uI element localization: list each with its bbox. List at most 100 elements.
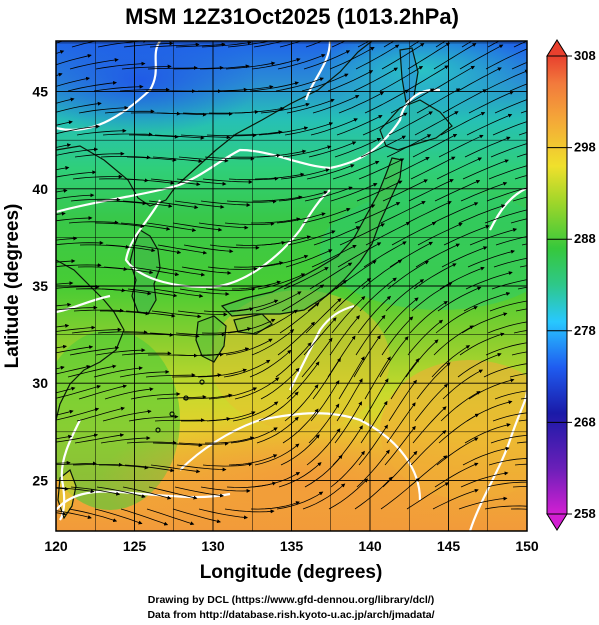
streamline	[388, 379, 417, 422]
streamline	[56, 124, 100, 135]
streamline	[276, 212, 326, 224]
streamline	[313, 226, 361, 246]
colorbar-tick-label: 258	[574, 506, 596, 521]
colorbar-top-arrow	[546, 39, 568, 57]
streamline	[336, 378, 363, 422]
streamline	[353, 335, 381, 378]
streamline	[120, 222, 171, 231]
streamline	[232, 401, 279, 422]
streamline	[56, 166, 70, 171]
streamline	[364, 356, 391, 400]
streamline	[126, 156, 177, 162]
streamline	[303, 50, 351, 70]
streamline	[130, 392, 181, 400]
colorbar-scale	[546, 55, 568, 515]
streamline	[412, 134, 458, 158]
streamline	[150, 178, 201, 187]
streamline	[278, 190, 328, 202]
streamline	[411, 282, 453, 312]
streamline	[365, 222, 411, 246]
streamline	[513, 41, 527, 48]
streamline	[287, 230, 336, 246]
streamline	[388, 111, 433, 136]
streamline	[56, 364, 91, 375]
y-tick-label: 40	[32, 181, 48, 197]
streamline	[155, 266, 206, 277]
streamline	[442, 89, 487, 114]
streamline	[56, 510, 92, 520]
streamline	[176, 178, 227, 186]
streamline	[282, 408, 319, 444]
streamline	[93, 366, 143, 378]
streamline	[256, 149, 307, 158]
streamline	[409, 300, 448, 334]
streamline	[468, 91, 514, 114]
streamline	[305, 41, 323, 48]
streamline	[284, 122, 334, 136]
streamline	[56, 236, 78, 241]
streamline	[409, 41, 421, 48]
streamline	[146, 222, 197, 232]
streamline	[306, 428, 341, 466]
streamline	[56, 76, 90, 87]
streamline	[56, 433, 99, 443]
streamline	[78, 105, 129, 114]
streamline	[353, 67, 398, 92]
streamline	[183, 244, 234, 254]
streamline	[225, 338, 273, 356]
streamline	[469, 228, 518, 246]
streamline	[495, 236, 527, 246]
streamline	[386, 134, 432, 158]
streamline	[363, 241, 407, 268]
streamline	[327, 335, 356, 378]
streamline	[68, 508, 118, 523]
streamline	[302, 207, 351, 224]
streamline	[483, 363, 527, 378]
streamline	[56, 193, 95, 200]
y-tick-label: 25	[32, 472, 48, 488]
streamline	[181, 266, 232, 275]
streamline	[67, 364, 117, 378]
x-tick-label: 135	[280, 538, 304, 554]
streamline	[437, 286, 482, 312]
streamline	[157, 244, 208, 255]
credit-drawing: Drawing by DCL (https://www.gfd-dennou.o…	[148, 594, 434, 606]
streamline	[516, 441, 527, 444]
streamline	[356, 180, 403, 202]
streamline	[329, 315, 360, 356]
streamline	[120, 508, 169, 526]
streamline	[149, 42, 200, 48]
colorbar-tick-label: 308	[574, 48, 596, 63]
streamline	[148, 486, 198, 500]
streamline	[405, 65, 449, 92]
streamline	[485, 47, 527, 70]
streamline	[286, 361, 320, 400]
streamline	[72, 462, 123, 467]
streamline	[312, 95, 360, 114]
streamline	[334, 138, 382, 158]
streamline	[328, 204, 376, 224]
y-tick-label: 30	[32, 375, 48, 391]
x-tick-label: 140	[358, 538, 382, 554]
streamline	[56, 281, 74, 286]
streamline	[361, 259, 403, 290]
streamline	[206, 133, 257, 138]
streamline	[334, 401, 362, 444]
streamline	[56, 344, 67, 349]
streamline	[102, 409, 152, 422]
streamline	[69, 346, 120, 356]
streamline	[256, 416, 299, 444]
streamline	[145, 373, 196, 378]
streamline	[466, 113, 513, 136]
streamline	[128, 414, 179, 422]
streamline	[327, 70, 374, 92]
x-tick-label: 125	[123, 538, 147, 554]
streamline	[97, 200, 147, 206]
streamline	[277, 321, 315, 356]
streamline	[148, 200, 199, 210]
streamline	[197, 368, 247, 378]
streamline	[177, 310, 228, 317]
streamline	[208, 387, 258, 400]
streamline	[223, 359, 271, 378]
streamline	[459, 44, 504, 70]
